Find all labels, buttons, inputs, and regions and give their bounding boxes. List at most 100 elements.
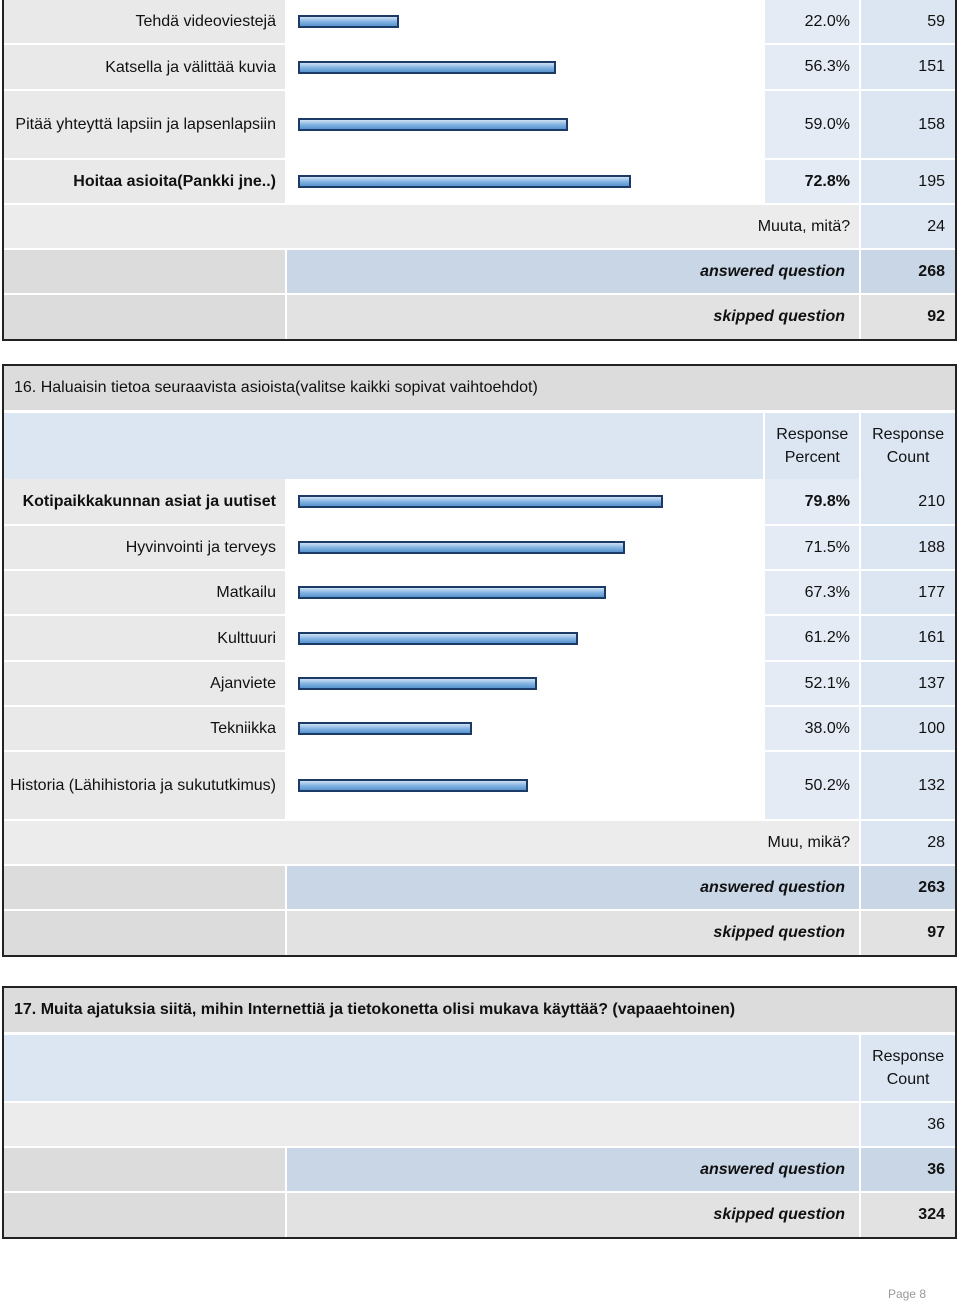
q15-skipped-label: skipped question [285, 295, 859, 339]
q15-answered-label: answered question [285, 250, 859, 293]
q16-other-row: Muu, mikä? 28 [4, 819, 955, 864]
response-bar [298, 118, 568, 131]
answer-bar-cell [285, 662, 763, 705]
response-bar [298, 677, 537, 690]
q15-answered-row: answered question 268 [4, 248, 955, 293]
answer-row: Hyvinvointi ja terveys 71.5% 188 [4, 524, 955, 569]
q16-answered-count: 263 [859, 866, 955, 909]
q17-answered-blank [4, 1148, 285, 1191]
answer-row: Matkailu 67.3% 177 [4, 569, 955, 614]
q17-count[interactable]: 36 [859, 1103, 955, 1146]
q17-count-blank [4, 1103, 860, 1146]
q15-answered-count: 268 [859, 250, 955, 293]
answer-label: Kotipaikkakunnan asiat ja uutiset [4, 479, 285, 524]
response-count: 161 [859, 616, 955, 660]
q16-other-count[interactable]: 28 [859, 821, 955, 864]
response-percent: 59.0% [763, 91, 859, 158]
answer-bar-cell [285, 45, 763, 89]
response-percent: 71.5% [763, 526, 859, 569]
answer-label: Kulttuuri [4, 616, 285, 660]
answer-bar-cell [285, 616, 763, 660]
answer-label: Historia (Lähihistoria ja sukututkimus) [4, 752, 285, 819]
response-count: 177 [859, 571, 955, 614]
q16-answered-label: answered question [285, 866, 859, 909]
answer-bar-cell [285, 526, 763, 569]
response-bar [298, 541, 625, 554]
response-percent: 22.0% [763, 0, 859, 43]
q16-other-label: Muu, mikä? [4, 821, 860, 864]
q17-skipped-label: skipped question [285, 1193, 859, 1237]
answer-bar-cell [285, 571, 763, 614]
response-bar [298, 60, 556, 74]
q17-count-row: 36 [4, 1101, 955, 1146]
q17-answered-row: answered question 36 [4, 1146, 955, 1191]
q16-header-row: Response Percent Response Count [4, 411, 955, 479]
q15-skipped-row: skipped question 92 [4, 293, 955, 339]
answer-row: Ajanviete 52.1% 137 [4, 660, 955, 705]
response-count: 151 [859, 45, 955, 89]
response-count: 210 [859, 479, 955, 524]
q16-skipped-blank [4, 911, 285, 955]
response-percent: 38.0% [763, 707, 859, 750]
q17-header-row: Response Count [4, 1033, 955, 1101]
response-bar [298, 779, 528, 792]
response-bar [298, 495, 663, 508]
q16-rows: Kotipaikkakunnan asiat ja uutiset 79.8% 21… [4, 479, 955, 819]
q17-title: 17. Muita ajatuksia siitä, mihin Interne… [4, 988, 955, 1032]
response-count: 100 [859, 707, 955, 750]
response-bar [298, 722, 472, 735]
question-17-table: 17. Muita ajatuksia siitä, mihin Interne… [2, 986, 957, 1239]
answer-label: Katsella ja välittää kuvia [4, 45, 285, 89]
q16-title-row: 16. Haluaisin tietoa seuraavista asioist… [4, 366, 955, 411]
q15-skipped-count: 92 [859, 295, 955, 339]
answer-row: Katsella ja välittää kuvia 56.3% 151 [4, 43, 955, 89]
q15-other-row: Muuta, mitä? 24 [4, 203, 955, 248]
response-percent: 56.3% [763, 45, 859, 89]
q16-header-percent: Response Percent [763, 413, 860, 479]
response-percent: 72.8% [763, 160, 859, 203]
answer-label: Tekniikka [4, 707, 285, 750]
q17-header-blank [4, 1035, 860, 1101]
question-15-table: Tehdä videoviestejä 22.0% 59 Katsella ja vä… [2, 0, 957, 341]
answer-bar-cell [285, 479, 763, 524]
response-count: 137 [859, 662, 955, 705]
q16-answered-row: answered question 263 [4, 864, 955, 909]
answer-row: Kulttuuri 61.2% 161 [4, 614, 955, 660]
q16-header-count: Response Count [859, 413, 955, 479]
response-bar [298, 175, 631, 188]
q15-other-count[interactable]: 24 [859, 205, 955, 248]
response-count: 158 [859, 91, 955, 158]
answer-row: Hoitaa asioita(Pankki jne..) 72.8% 195 [4, 158, 955, 203]
q16-skipped-label: skipped question [285, 911, 859, 955]
q16-skipped-count: 97 [859, 911, 955, 955]
q17-answered-label: answered question [285, 1148, 859, 1191]
q17-skipped-count: 324 [859, 1193, 955, 1237]
q17-skipped-row: skipped question 324 [4, 1191, 955, 1237]
answer-label: Matkailu [4, 571, 285, 614]
q15-rows: Tehdä videoviestejä 22.0% 59 Katsella ja vä… [4, 0, 955, 203]
answer-bar-cell [285, 0, 763, 43]
q16-skipped-row: skipped question 97 [4, 909, 955, 955]
answer-bar-cell [285, 707, 763, 750]
q17-title-row: 17. Muita ajatuksia siitä, mihin Interne… [4, 988, 955, 1033]
answer-row: Historia (Lähihistoria ja sukututkimus) 5… [4, 750, 955, 819]
response-percent: 67.3% [763, 571, 859, 614]
answer-label: Pitää yhteyttä lapsiin ja lapsenlapsiin [4, 91, 285, 158]
response-bar [298, 586, 606, 599]
answer-bar-cell [285, 160, 763, 203]
answer-row: Pitää yhteyttä lapsiin ja lapsenlapsiin 5… [4, 89, 955, 158]
answer-bar-cell [285, 752, 763, 819]
q16-title: 16. Haluaisin tietoa seuraavista asioist… [4, 366, 955, 410]
answer-row: Kotipaikkakunnan asiat ja uutiset 79.8% 21… [4, 479, 955, 524]
answer-row: Tehdä videoviestejä 22.0% 59 [4, 0, 955, 43]
q15-other-label: Muuta, mitä? [4, 205, 860, 248]
q17-header-count: Response Count [859, 1035, 955, 1101]
q17-skipped-blank [4, 1193, 285, 1237]
answer-label: Hyvinvointi ja terveys [4, 526, 285, 569]
response-count: 132 [859, 752, 955, 819]
q15-answered-blank [4, 250, 285, 293]
q16-header-blank [4, 413, 764, 479]
response-percent: 52.1% [763, 662, 859, 705]
answer-label: Ajanviete [4, 662, 285, 705]
answer-bar-cell [285, 91, 763, 158]
